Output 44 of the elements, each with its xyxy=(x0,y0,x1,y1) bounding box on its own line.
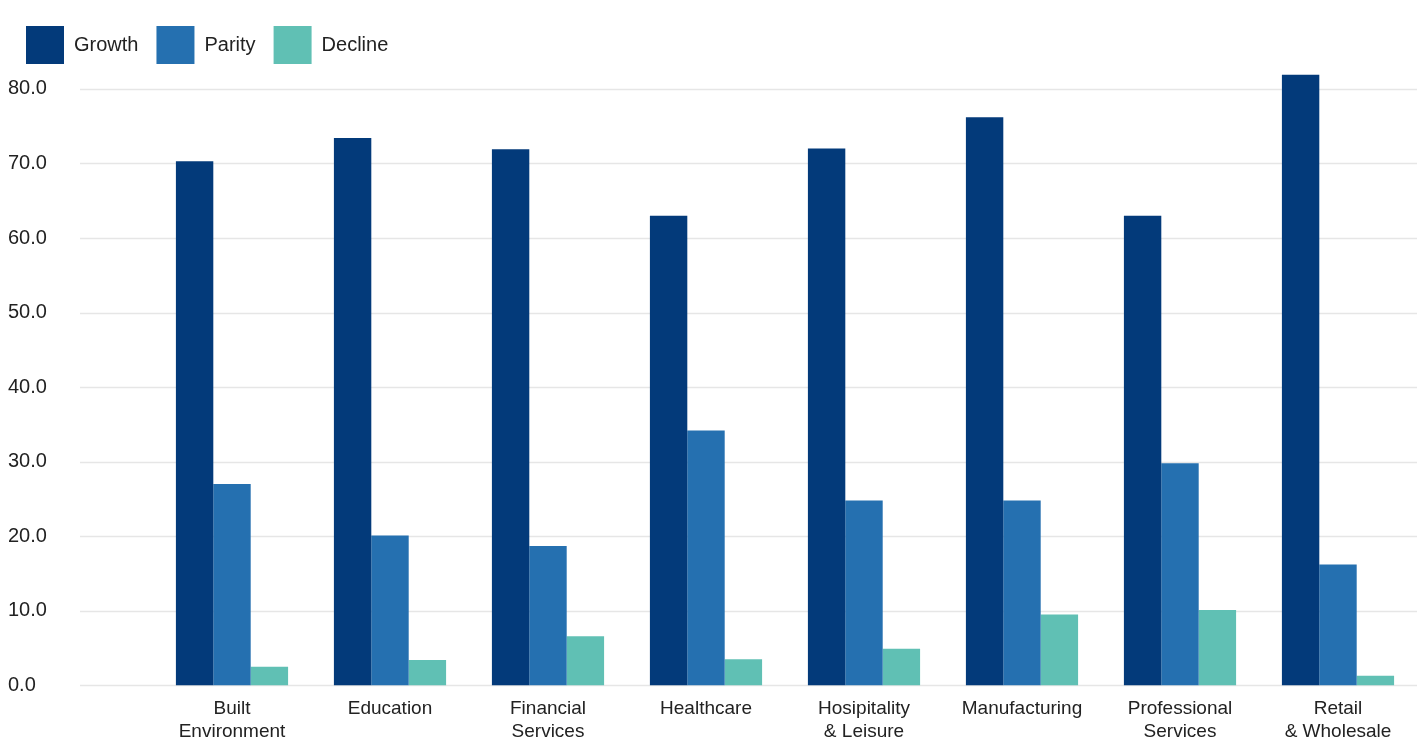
x-tick-label: Healthcare xyxy=(660,697,752,719)
bar xyxy=(965,117,1004,686)
x-tick-label: Professional Services xyxy=(1127,697,1233,741)
y-tick-label: 80.0 xyxy=(8,76,47,99)
bar xyxy=(649,215,688,686)
y-tick-label: 60.0 xyxy=(8,225,47,248)
legend-label: Parity xyxy=(204,32,256,55)
legend-label: Decline xyxy=(321,32,389,55)
bar xyxy=(687,430,725,686)
bar xyxy=(882,648,921,686)
bar xyxy=(213,484,251,686)
x-tick-label: Hosipitality & Leisure xyxy=(818,697,911,741)
bar xyxy=(1003,500,1041,686)
x-tick-label: Built Environment xyxy=(178,697,287,741)
y-tick-label: 30.0 xyxy=(8,449,47,472)
bar xyxy=(845,500,883,686)
x-tick-label: Education xyxy=(347,697,433,719)
bar xyxy=(1319,564,1357,686)
y-tick-label: 70.0 xyxy=(8,150,47,173)
bar xyxy=(529,545,567,686)
bar xyxy=(1198,610,1237,686)
y-tick-label: 20.0 xyxy=(8,523,47,546)
bar xyxy=(1281,74,1320,686)
y-tick-label: 50.0 xyxy=(8,300,47,323)
x-tick-label: Manufacturing xyxy=(961,697,1083,719)
bar xyxy=(408,660,447,686)
bar xyxy=(807,148,846,686)
bar xyxy=(1161,463,1199,686)
bar xyxy=(1356,675,1395,686)
y-tick-label: 40.0 xyxy=(8,374,47,397)
bar xyxy=(175,161,214,686)
x-tick-label: Retail & Wholesale xyxy=(1284,697,1392,741)
bar xyxy=(566,636,605,686)
bar xyxy=(333,138,372,686)
bar xyxy=(724,659,763,686)
bar xyxy=(250,666,289,686)
bar xyxy=(371,535,409,686)
bar xyxy=(1040,614,1079,686)
bar xyxy=(491,149,530,686)
legend-label: Growth xyxy=(74,32,139,55)
x-tick-label: Financial Services xyxy=(509,697,587,741)
y-tick-label: 10.0 xyxy=(8,598,47,621)
y-tick-label: 0.0 xyxy=(8,672,36,695)
bar xyxy=(1123,215,1162,686)
